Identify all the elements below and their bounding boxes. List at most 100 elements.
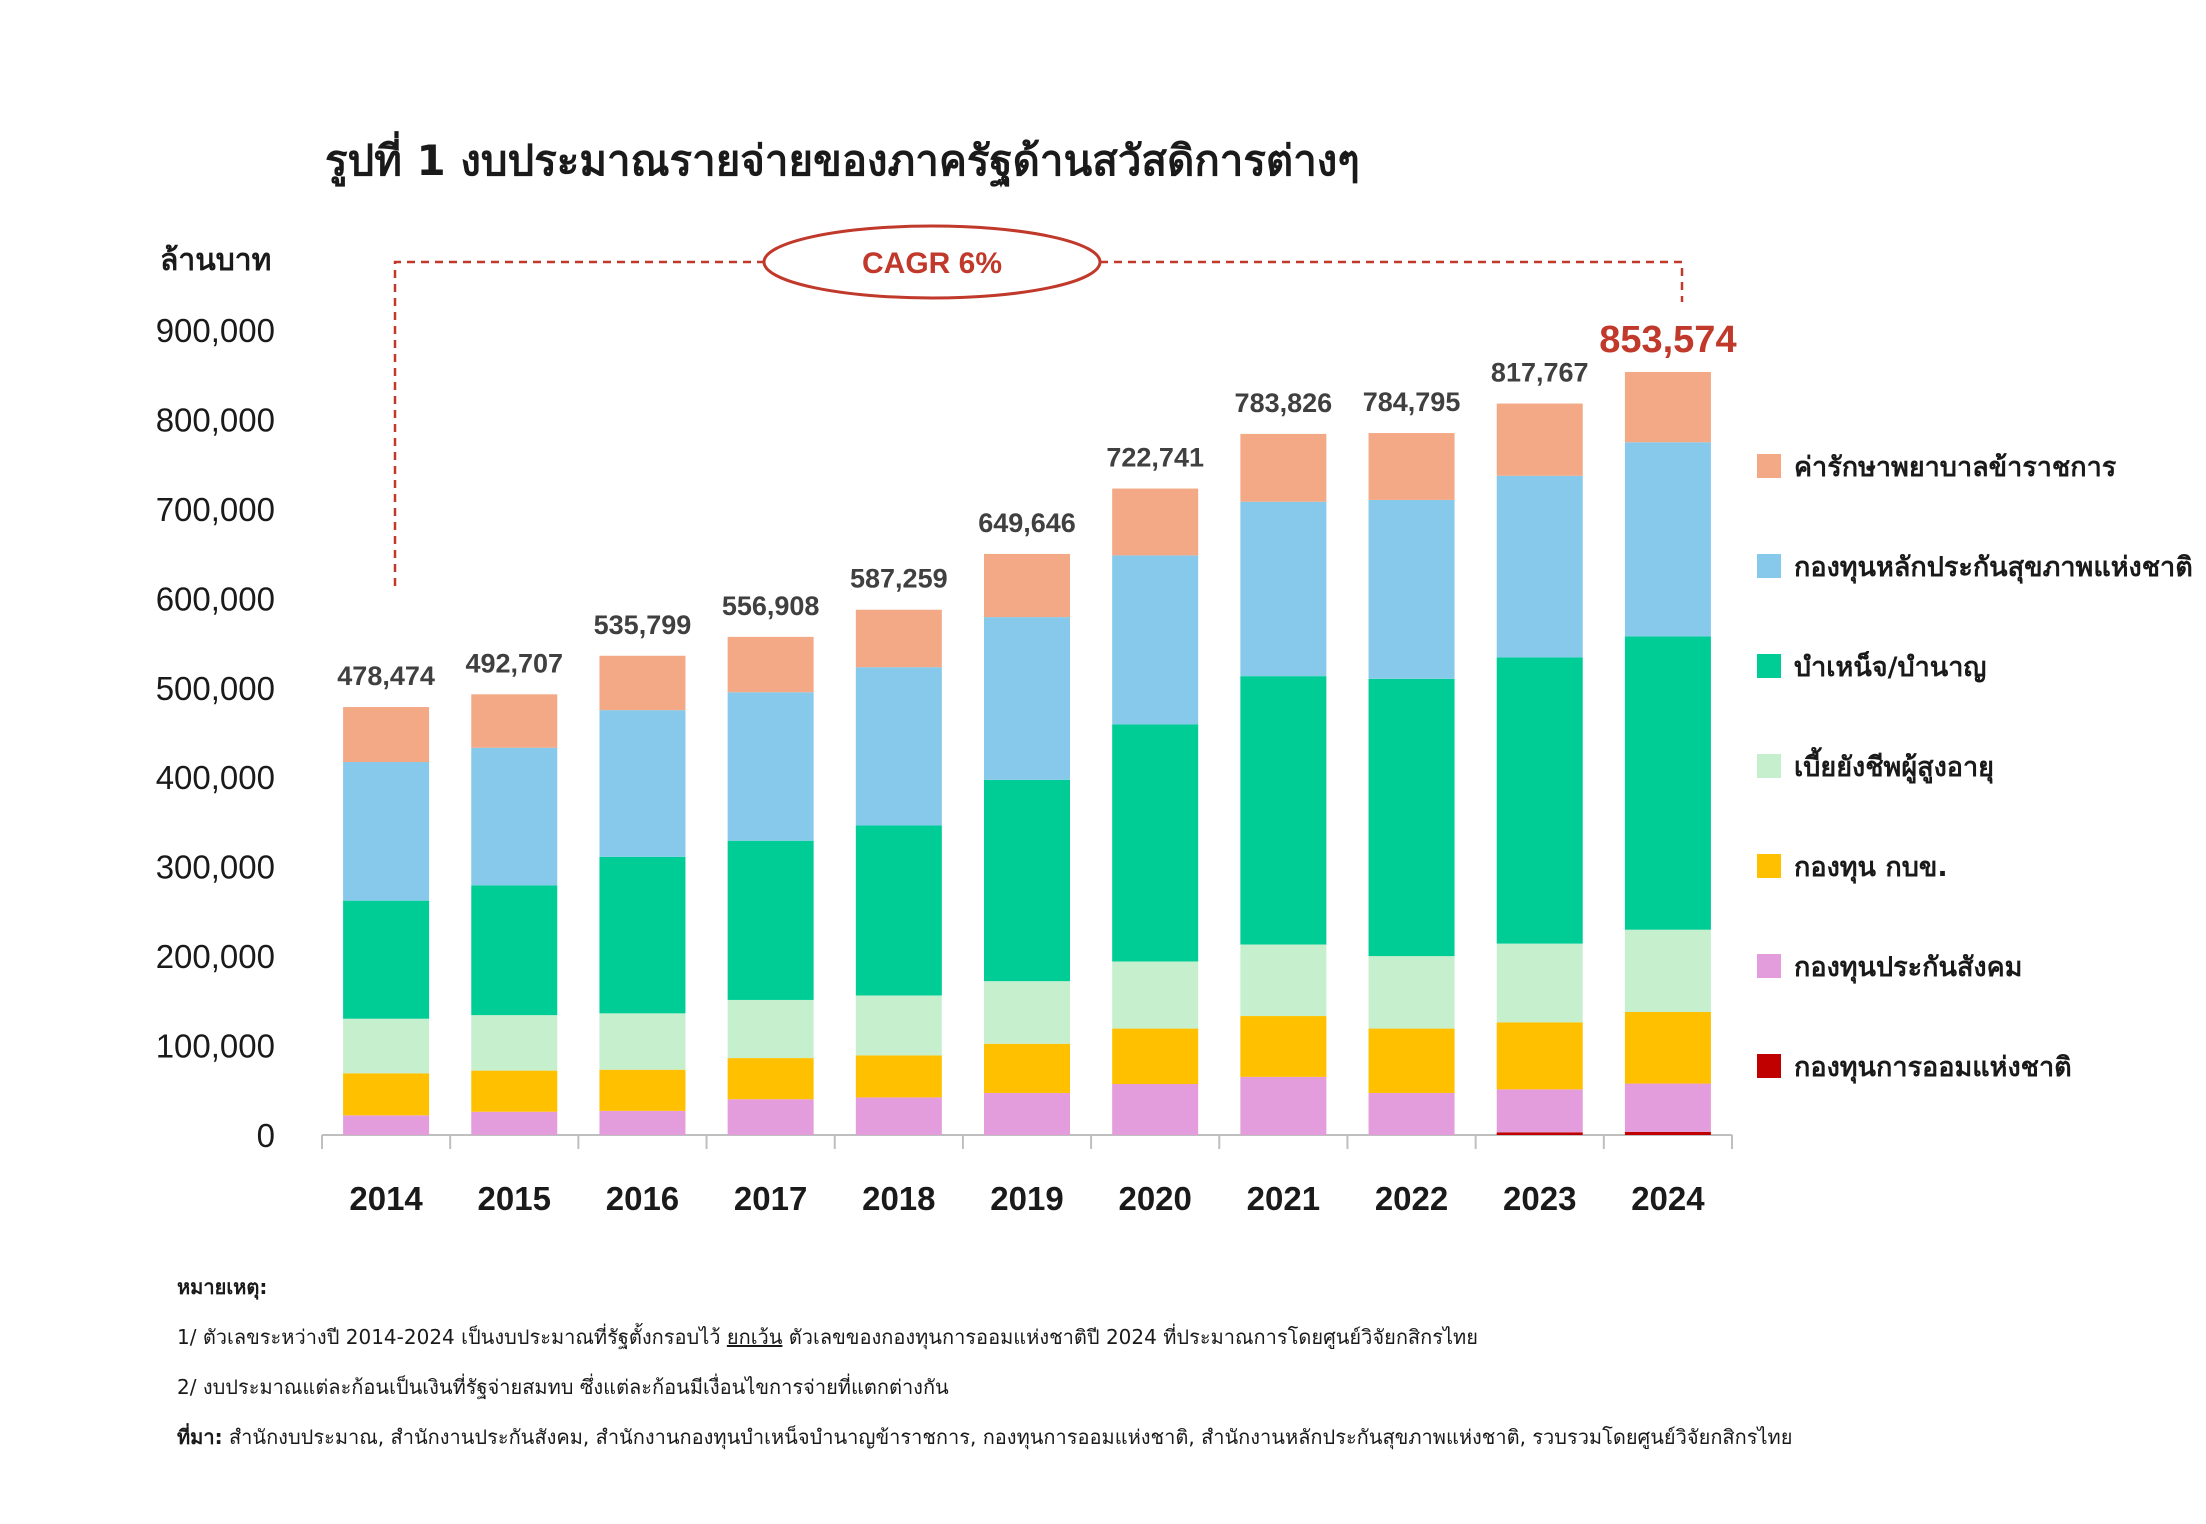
bar-segment (343, 707, 430, 763)
x-tick-label: 2023 (1503, 1180, 1576, 1217)
y-tick-label: 800,000 (156, 401, 275, 438)
bar-segment (1496, 1022, 1583, 1090)
bar-segment (1112, 961, 1199, 1029)
legend-swatch (1757, 854, 1781, 878)
legend-swatch (1757, 954, 1781, 978)
bar-segment (727, 840, 814, 1000)
bar-segment (343, 762, 430, 901)
bar-segment (599, 1069, 686, 1111)
bar-segment (1368, 1028, 1455, 1093)
bar-segment (1496, 475, 1583, 658)
bar-segment (1240, 501, 1327, 677)
bar-segment (1368, 499, 1455, 679)
total-label: 492,707 (465, 648, 563, 678)
bar-segment (727, 692, 814, 841)
total-label: 817,767 (1491, 358, 1589, 388)
bar-segment (1240, 1076, 1327, 1135)
legend-label: บำเหน็จ/บำนาญ (1794, 649, 1986, 683)
note-1-suffix: ตัวเลขของกองทุนการออมแห่งชาติปี 2024 ที่… (782, 1325, 1478, 1349)
total-label: 556,908 (722, 591, 820, 621)
cagr-bracket-line-right (1100, 260, 1684, 302)
bar-segment (471, 747, 558, 886)
x-tick-label: 2016 (606, 1180, 679, 1217)
x-tick-label: 2024 (1631, 1180, 1705, 1217)
total-label: 535,799 (594, 610, 692, 640)
legend-label: กองทุนหลักประกันสุขภาพแห่งชาติ (1794, 552, 2193, 584)
bar-segment (984, 617, 1070, 780)
bar-segment (599, 710, 686, 857)
legend-label: เบี้ยยังชีพผู้สูงอายุ (1794, 746, 1994, 784)
source-label: ที่มา: (177, 1425, 223, 1449)
note-1-prefix: 1/ ตัวเลขระหว่างปี 2014-2024 เป็นงบประมา… (177, 1325, 727, 1349)
cagr-label: CAGR 6% (862, 247, 1002, 280)
legend-label: กองทุนประกันสังคม (1794, 952, 2022, 984)
x-tick-label: 2022 (1375, 1180, 1448, 1217)
bar-segment (984, 1092, 1070, 1135)
total-label: 783,826 (1235, 388, 1333, 418)
total-label: 478,474 (337, 661, 435, 691)
bar-segment (855, 825, 942, 996)
bar-segment (855, 609, 942, 668)
y-axis-label: ล้านบาท (160, 243, 271, 278)
bar-segment (984, 981, 1070, 1044)
bar-segment (1112, 724, 1199, 962)
bar-segment (1496, 403, 1583, 476)
bar-segment (1112, 1028, 1199, 1085)
cagr-annotation: CAGR 6% (393, 224, 1684, 586)
bar-segment (1240, 433, 1327, 502)
y-tick-label: 200,000 (156, 938, 275, 975)
note-2: 2/ งบประมาณแต่ละก้อนเป็นเงินที่รัฐจ่ายสม… (177, 1375, 949, 1399)
bar-segment (1368, 1092, 1455, 1135)
legend-swatch (1757, 654, 1781, 678)
legend-label: ค่ารักษาพยาบาลข้าราชการ (1794, 452, 2117, 483)
bar-segment (855, 667, 942, 826)
bar-segment (984, 1043, 1070, 1093)
bar-segment (1624, 371, 1711, 443)
bar-segment (471, 885, 558, 1016)
y-tick-label: 400,000 (156, 759, 275, 796)
total-label: 587,259 (850, 564, 948, 594)
bar-segment (1368, 956, 1455, 1029)
bar-segment (471, 694, 558, 748)
bar-segment (1624, 929, 1711, 1013)
bar-segment (1368, 433, 1455, 500)
bar-segment (599, 856, 686, 1014)
y-tick-label: 700,000 (156, 491, 275, 528)
legend-swatch (1757, 754, 1781, 778)
x-tick-label: 2018 (862, 1180, 935, 1217)
bar-segment (471, 1111, 558, 1135)
total-label: 722,741 (1106, 443, 1204, 473)
bar-segment (855, 1055, 942, 1098)
bar-segment (727, 636, 814, 693)
bar-segment (727, 1099, 814, 1135)
legend-swatch (1757, 1054, 1781, 1078)
x-tick-label: 2017 (734, 1180, 807, 1217)
total-label: 784,795 (1363, 387, 1461, 417)
bar-segment (984, 553, 1070, 618)
stacked-bar-chart: ล้านบาท 0 100,000 200,000 300,000 400,000 500… (156, 224, 2193, 1217)
bar-segment (599, 1013, 686, 1070)
total-label: 649,646 (978, 508, 1076, 538)
note-1: 1/ ตัวเลขระหว่างปี 2014-2024 เป็นงบประมา… (177, 1312, 1792, 1362)
source-text: สำนักงบประมาณ, สำนักงานประกันสังคม, สำนั… (222, 1425, 1793, 1449)
total-label-highlight: 853,574 (1599, 319, 1736, 361)
cagr-ellipse (762, 224, 1102, 300)
bar-segment (1112, 488, 1199, 556)
bar-segment (343, 1018, 430, 1074)
bar-segment (1624, 1131, 1711, 1135)
y-tick-label: 100,000 (156, 1028, 275, 1065)
bar-segment (471, 1015, 558, 1071)
bar-segment (1496, 943, 1583, 1023)
bar-segment (1624, 1012, 1711, 1084)
notes-section: หมายเหตุ: 1/ ตัวเลขระหว่างปี 2014-2024 เ… (177, 1262, 1792, 1462)
y-tick-label: 300,000 (156, 849, 275, 886)
legend-label: กองทุนการออมแห่งชาติ (1794, 1052, 2072, 1084)
x-tick-label: 2015 (478, 1180, 551, 1217)
x-tick-label: 2014 (349, 1180, 423, 1217)
bar-segment (727, 1058, 814, 1100)
chart-title: รูปที่ 1 งบประมาณรายจ่ายของภาครัฐด้านสวั… (325, 136, 1360, 185)
x-tick-label: 2021 (1247, 1180, 1320, 1217)
bar-segment (1240, 944, 1327, 1017)
y-tick-label: 500,000 (156, 670, 275, 707)
cagr-bracket-line (393, 260, 765, 586)
